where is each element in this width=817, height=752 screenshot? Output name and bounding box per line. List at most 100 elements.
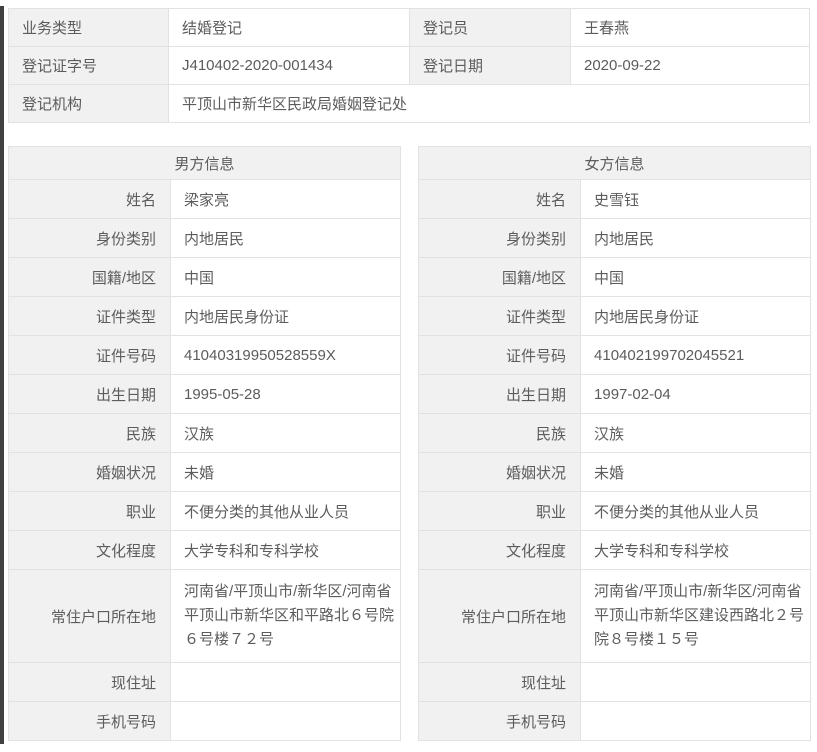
- field-label: 登记机构: [8, 84, 169, 123]
- person-tables: 男方信息 姓名 梁家亮 身份类别 内地居民 国籍/地区 中国 证件类型 内地居民…: [7, 146, 812, 741]
- value-cell: [580, 701, 812, 741]
- row-occupation: 职业 不便分类的其他从业人员: [8, 491, 402, 531]
- label-cell: 文化程度: [418, 530, 582, 570]
- label-cell: 国籍/地区: [418, 257, 582, 297]
- row-education: 文化程度 大学专科和专科学校: [8, 530, 402, 570]
- female-info-table: 女方信息 姓名 史雪钰 身份类别 内地居民 国籍/地区 中国 证件类型 内地居民…: [418, 146, 812, 741]
- label-cell: 常住户口所在地: [8, 569, 171, 663]
- section-gap: [8, 123, 809, 146]
- row-cert-number-date: 登记证字号 J410402-2020-001434 登记日期 2020-09-2…: [8, 46, 810, 85]
- value-cell: 1997-02-04: [580, 374, 812, 414]
- label-cell: 民族: [418, 413, 582, 453]
- value-cell: 中国: [580, 257, 812, 297]
- label-cell: 手机号码: [8, 701, 171, 741]
- row-registration-org: 登记机构 平顶山市新华区民政局婚姻登记处: [8, 84, 810, 123]
- row-cert-type: 证件类型 内地居民身份证: [418, 296, 812, 336]
- label-cell: 文化程度: [8, 530, 171, 570]
- field-label: 登记证字号: [8, 46, 169, 85]
- field-value: 结婚登记: [168, 8, 410, 47]
- label-cell: 国籍/地区: [8, 257, 171, 297]
- female-info-title: 女方信息: [418, 146, 812, 180]
- row-current-address: 现住址: [8, 662, 402, 702]
- label-cell: 现住址: [418, 662, 582, 702]
- value-cell: 大学专科和专科学校: [580, 530, 812, 570]
- row-nationality: 国籍/地区 中国: [418, 257, 812, 297]
- row-identity-type: 身份类别 内地居民: [8, 218, 402, 258]
- row-identity-type: 身份类别 内地居民: [418, 218, 812, 258]
- row-occupation: 职业 不便分类的其他从业人员: [418, 491, 812, 531]
- row-household-address: 常住户口所在地 河南省/平顶山市/新华区/河南省平顶山市新华区建设西路北２号院８…: [418, 569, 812, 663]
- row-ethnicity: 民族 汉族: [418, 413, 812, 453]
- value-cell: 410402199702045521: [580, 335, 812, 375]
- male-table-header: 男方信息: [7, 146, 402, 180]
- value-cell: 不便分类的其他从业人员: [169, 491, 402, 531]
- row-nationality: 国籍/地区 中国: [8, 257, 402, 297]
- label-cell: 职业: [8, 491, 171, 531]
- field-value: 平顶山市新华区民政局婚姻登记处: [168, 84, 810, 123]
- label-cell: 证件类型: [8, 296, 171, 336]
- label-cell: 民族: [8, 413, 171, 453]
- label-cell: 身份类别: [418, 218, 582, 258]
- value-cell: 未婚: [169, 452, 402, 492]
- value-cell: 不便分类的其他从业人员: [580, 491, 812, 531]
- field-value: 王春燕: [570, 8, 810, 47]
- label-cell: 出生日期: [8, 374, 171, 414]
- row-birth-date: 出生日期 1997-02-04: [418, 374, 812, 414]
- value-cell: 河南省/平顶山市/新华区/河南省平顶山市新华区和平路北６号院６号楼７２号: [169, 569, 402, 663]
- row-business-type: 业务类型 结婚登记 登记员 王春燕: [8, 8, 810, 47]
- field-value: 2020-09-22: [570, 46, 810, 85]
- value-cell: 梁家亮: [169, 179, 402, 219]
- row-cert-number: 证件号码 410402199702045521: [418, 335, 812, 375]
- value-cell: 内地居民身份证: [169, 296, 402, 336]
- value-cell: 41040319950528559X: [169, 335, 402, 375]
- label-cell: 手机号码: [418, 701, 582, 741]
- label-cell: 职业: [418, 491, 582, 531]
- left-edge-divider: [0, 6, 4, 744]
- content-area: 业务类型 结婚登记 登记员 王春燕 登记证字号 J410402-2020-001…: [7, 8, 812, 741]
- row-household-address: 常住户口所在地 河南省/平顶山市/新华区/河南省平顶山市新华区和平路北６号院６号…: [8, 569, 402, 663]
- male-info-title: 男方信息: [7, 146, 402, 180]
- label-cell: 婚姻状况: [418, 452, 582, 492]
- label-cell: 婚姻状况: [8, 452, 171, 492]
- male-info-table: 男方信息 姓名 梁家亮 身份类别 内地居民 国籍/地区 中国 证件类型 内地居民…: [7, 146, 402, 741]
- label-cell: 现住址: [8, 662, 171, 702]
- label-cell: 姓名: [8, 179, 171, 219]
- row-education: 文化程度 大学专科和专科学校: [418, 530, 812, 570]
- value-cell: 汉族: [580, 413, 812, 453]
- value-cell: 1995-05-28: [169, 374, 402, 414]
- row-name: 姓名 史雪钰: [418, 179, 812, 219]
- label-cell: 常住户口所在地: [418, 569, 582, 663]
- field-label: 登记日期: [409, 46, 571, 85]
- value-cell: 未婚: [580, 452, 812, 492]
- value-cell: 史雪钰: [580, 179, 812, 219]
- row-cert-number: 证件号码 41040319950528559X: [8, 335, 402, 375]
- row-birth-date: 出生日期 1995-05-28: [8, 374, 402, 414]
- female-table-header: 女方信息: [418, 146, 812, 180]
- row-current-address: 现住址: [418, 662, 812, 702]
- value-cell: 河南省/平顶山市/新华区/河南省平顶山市新华区建设西路北２号院８号楼１５号: [580, 569, 812, 663]
- label-cell: 证件类型: [418, 296, 582, 336]
- value-cell: [169, 701, 402, 741]
- value-cell: 内地居民身份证: [580, 296, 812, 336]
- value-cell: 内地居民: [580, 218, 812, 258]
- value-cell: 大学专科和专科学校: [169, 530, 402, 570]
- field-label: 登记员: [409, 8, 571, 47]
- value-cell: [580, 662, 812, 702]
- value-cell: 中国: [169, 257, 402, 297]
- label-cell: 姓名: [418, 179, 582, 219]
- row-ethnicity: 民族 汉族: [8, 413, 402, 453]
- registration-info-table: 业务类型 结婚登记 登记员 王春燕 登记证字号 J410402-2020-001…: [8, 8, 810, 123]
- row-cert-type: 证件类型 内地居民身份证: [8, 296, 402, 336]
- row-name: 姓名 梁家亮: [8, 179, 402, 219]
- value-cell: [169, 662, 402, 702]
- row-mobile-number: 手机号码: [8, 701, 402, 741]
- value-cell: 内地居民: [169, 218, 402, 258]
- label-cell: 身份类别: [8, 218, 171, 258]
- row-marital-status: 婚姻状况 未婚: [8, 452, 402, 492]
- field-value: J410402-2020-001434: [168, 46, 410, 85]
- label-cell: 证件号码: [418, 335, 582, 375]
- row-mobile-number: 手机号码: [418, 701, 812, 741]
- label-cell: 出生日期: [418, 374, 582, 414]
- value-cell: 汉族: [169, 413, 402, 453]
